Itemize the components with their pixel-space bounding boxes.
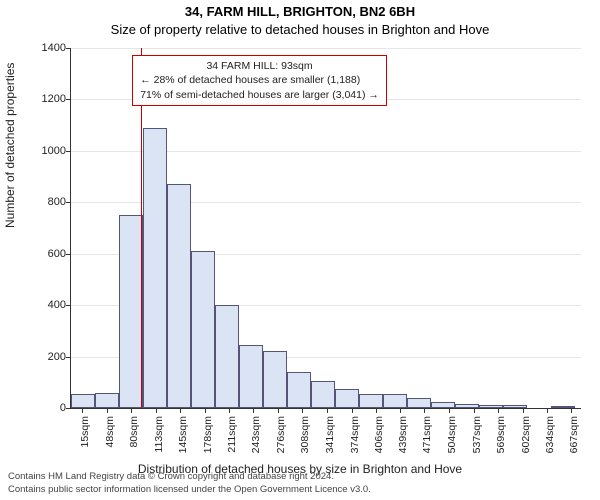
annotation-box: 34 FARM HILL: 93sqm← 28% of detached hou… [132,55,387,106]
y-tick-mark [66,408,71,409]
histogram-bar [167,184,191,408]
x-tick-label: 15sqm [79,416,91,466]
x-tick-mark [474,408,475,413]
x-tick-mark [107,408,108,413]
x-tick-label: 504sqm [446,416,458,466]
x-tick-label: 569sqm [495,416,507,466]
x-tick-label: 406sqm [373,416,385,466]
y-tick-label: 800 [48,196,66,208]
y-tick-label: 200 [48,351,66,363]
y-tick-label: 1000 [42,145,66,157]
x-tick-mark [180,408,181,413]
x-tick-label: 308sqm [299,416,311,466]
y-tick-mark [66,202,71,203]
y-tick-mark [66,151,71,152]
histogram-bar [431,402,455,408]
x-tick-label: 276sqm [275,416,287,466]
x-tick-label: 602sqm [520,416,532,466]
histogram-bar [143,128,167,408]
y-tick-mark [66,99,71,100]
histogram-bar [407,398,431,408]
x-tick-mark [131,408,132,413]
y-tick-mark [66,48,71,49]
x-tick-mark [547,408,548,413]
histogram-bar [191,251,215,408]
histogram-bar [215,305,239,408]
plot-area: 34 FARM HILL: 93sqm← 28% of detached hou… [70,48,581,409]
x-tick-label: 667sqm [568,416,580,466]
x-tick-mark [229,408,230,413]
x-tick-mark [449,408,450,413]
histogram-bar [383,394,407,408]
chart-subtitle: Size of property relative to detached ho… [0,22,600,37]
y-tick-label: 600 [48,248,66,260]
x-tick-mark [302,408,303,413]
y-tick-mark [66,305,71,306]
gridline-horizontal [71,48,581,49]
histogram-bar [119,215,143,408]
x-tick-mark [571,408,572,413]
x-tick-label: 211sqm [226,416,238,466]
x-tick-mark [82,408,83,413]
annotation-line: 34 FARM HILL: 93sqm [140,59,379,73]
y-tick-mark [66,357,71,358]
histogram-bar [479,405,503,408]
x-tick-mark [523,408,524,413]
x-tick-mark [278,408,279,413]
x-tick-label: 634sqm [544,416,556,466]
y-tick-label: 1200 [42,93,66,105]
x-tick-label: 48sqm [104,416,116,466]
histogram-bar [311,381,335,408]
histogram-bar [263,351,287,408]
x-tick-mark [376,408,377,413]
x-tick-label: 374sqm [349,416,361,466]
footer-line-1: Contains HM Land Registry data © Crown c… [8,471,371,483]
histogram-bar [335,389,359,408]
x-tick-label: 471sqm [421,416,433,466]
y-tick-label: 1400 [42,42,66,54]
x-tick-mark [156,408,157,413]
histogram-bar [359,394,383,408]
x-tick-mark [424,408,425,413]
x-tick-label: 113sqm [153,416,165,466]
x-tick-label: 537sqm [471,416,483,466]
x-tick-mark [327,408,328,413]
footer-line-2: Contains public sector information licen… [8,484,371,496]
x-tick-mark [205,408,206,413]
histogram-bar [455,404,479,408]
y-tick-mark [66,254,71,255]
annotation-line: 71% of semi-detached houses are larger (… [140,88,379,102]
histogram-bar [71,394,95,408]
x-tick-label: 439sqm [397,416,409,466]
x-tick-label: 145sqm [177,416,189,466]
x-tick-label: 243sqm [250,416,262,466]
annotation-line: ← 28% of detached houses are smaller (1,… [140,73,379,87]
y-tick-label: 400 [48,299,66,311]
footer-attribution: Contains HM Land Registry data © Crown c… [8,471,371,496]
y-tick-label: 0 [60,402,66,414]
y-axis-title: Number of detached properties [3,63,17,228]
x-tick-mark [400,408,401,413]
x-tick-label: 80sqm [128,416,140,466]
histogram-bar [287,372,311,408]
x-tick-mark [253,408,254,413]
chart-container: 34, FARM HILL, BRIGHTON, BN2 6BH Size of… [0,0,600,500]
histogram-bar [239,345,263,408]
x-tick-mark [498,408,499,413]
histogram-bar [95,393,119,408]
chart-title-address: 34, FARM HILL, BRIGHTON, BN2 6BH [0,4,600,19]
x-tick-label: 341sqm [324,416,336,466]
x-tick-label: 178sqm [202,416,214,466]
x-tick-mark [352,408,353,413]
